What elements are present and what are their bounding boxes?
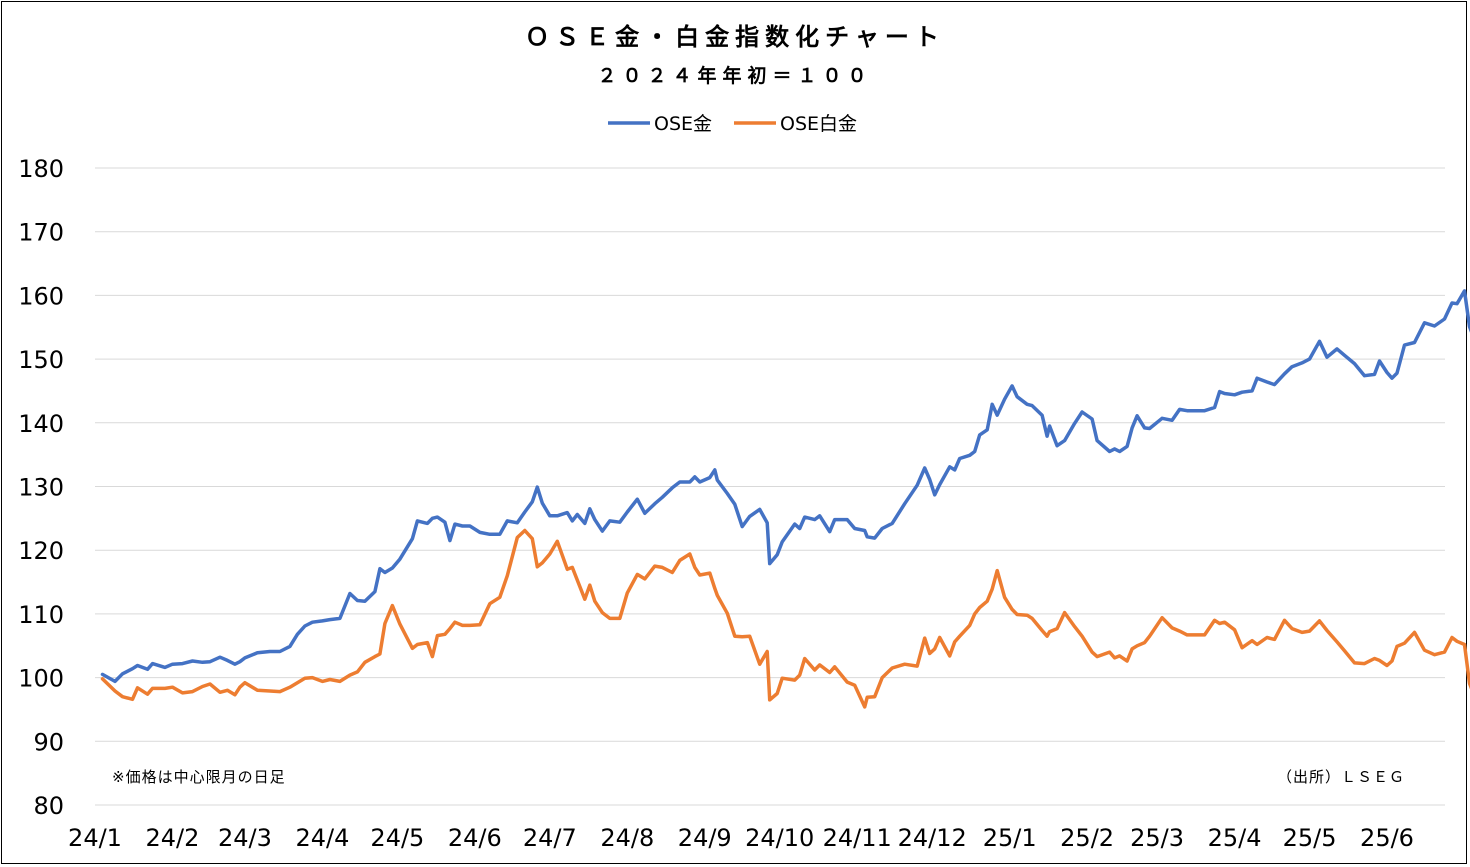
x-tick-label: 24/2 (146, 824, 200, 852)
series-line-gold (100, 289, 1470, 684)
note-source: （出所）ＬＳＥＧ (1277, 768, 1405, 786)
series-lines (100, 289, 1470, 709)
y-tick-label: 170 (18, 219, 64, 247)
y-tick-label: 150 (18, 346, 64, 374)
x-tick-label: 25/6 (1360, 824, 1414, 852)
x-tick-label: 24/7 (523, 824, 577, 852)
x-tick-label: 24/9 (678, 824, 732, 852)
legend: OSE金 OSE白金 (608, 113, 857, 135)
chart-title: ＯＳＥ金・白金指数化チャート (525, 23, 945, 51)
x-tick-label: 25/4 (1208, 824, 1262, 852)
x-tick-label: 24/1 (68, 824, 122, 852)
x-tick-label: 24/12 (898, 824, 967, 852)
x-tick-label: 24/11 (823, 824, 892, 852)
x-tick-label: 24/6 (448, 824, 502, 852)
x-tick-label: 24/8 (600, 824, 654, 852)
legend-label-platinum: OSE白金 (780, 113, 857, 135)
note-price-basis: ※価格は中心限月の日足 (112, 768, 286, 786)
x-tick-label: 25/3 (1130, 824, 1184, 852)
legend-label-gold: OSE金 (654, 113, 712, 135)
y-tick-label: 80 (33, 792, 64, 820)
x-tick-label: 24/10 (745, 824, 814, 852)
y-tick-label: 140 (18, 410, 64, 438)
y-tick-label: 100 (18, 665, 64, 693)
x-tick-label: 24/4 (295, 824, 349, 852)
gridlines (95, 167, 1445, 806)
y-tick-label: 180 (18, 155, 64, 183)
y-tick-label: 110 (18, 601, 64, 629)
y-tick-label: 130 (18, 474, 64, 502)
x-tick-label: 24/5 (370, 824, 424, 852)
y-axis-ticks: 80 90 100 110 120 130 140 150 160 170 180 (18, 155, 64, 820)
x-tick-label: 25/5 (1283, 824, 1337, 852)
x-tick-label: 24/3 (218, 824, 272, 852)
x-axis-ticks: 24/1 24/2 24/3 24/4 24/5 24/6 24/7 24/8 24/9 24/1… (68, 824, 1414, 852)
series-line-platinum (100, 528, 1470, 709)
x-tick-label: 25/1 (983, 824, 1037, 852)
y-tick-label: 90 (33, 728, 64, 756)
y-tick-label: 120 (18, 537, 64, 565)
chart-subtitle: ２０２４年年初＝１００ (597, 64, 872, 87)
x-tick-label: 25/2 (1060, 824, 1114, 852)
y-tick-label: 160 (18, 282, 64, 310)
